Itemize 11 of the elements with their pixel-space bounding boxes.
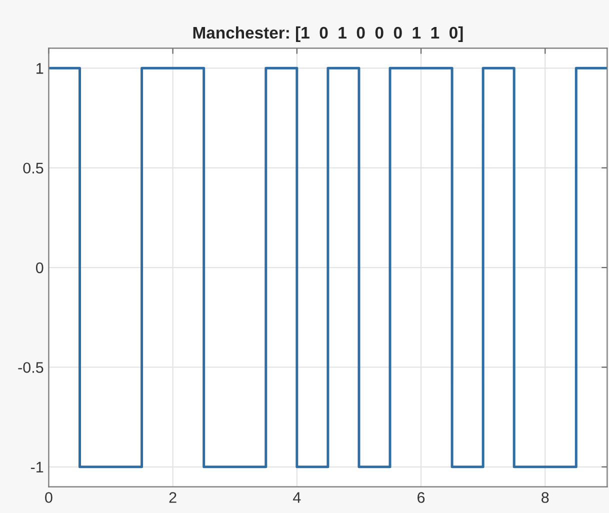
x-tick-label: 8 xyxy=(542,492,549,503)
chart-title: Manchester: [1 0 1 0 0 0 1 1 0] xyxy=(193,26,463,42)
y-tick-label: -0.5 xyxy=(18,362,44,373)
x-tick-label: 4 xyxy=(293,492,301,503)
y-tick-label: 0 xyxy=(36,262,44,274)
x-tick-label: 6 xyxy=(418,492,425,503)
y-tick-label: -1 xyxy=(30,462,44,472)
y-tick-label: 0.5 xyxy=(23,162,44,174)
x-tick-label: 2 xyxy=(169,492,176,503)
x-tick-label: 0 xyxy=(45,492,52,503)
y-tick-label: 1 xyxy=(36,63,44,74)
